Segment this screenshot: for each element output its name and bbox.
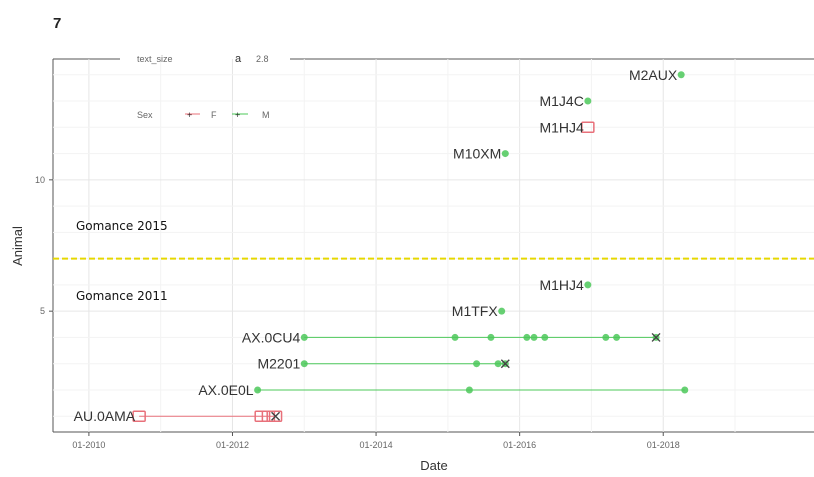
data-point xyxy=(541,333,549,341)
end-marker xyxy=(271,411,281,421)
grid xyxy=(53,59,814,432)
legend-title: Sex xyxy=(137,110,153,120)
animal-track: M2201 xyxy=(257,356,510,372)
legend-marker-f: + xyxy=(187,110,192,120)
data-point xyxy=(268,410,283,422)
annotation-gomance-2015: Gomance 2015 xyxy=(76,219,168,233)
animal-label: M1HJ4 xyxy=(539,119,584,135)
text-size-value: 2.8 xyxy=(256,54,269,64)
legend-label-m: M xyxy=(262,110,270,120)
data-point xyxy=(254,386,262,394)
x-tick-label: 01-2012 xyxy=(216,440,249,450)
animal-label: AX.0CU4 xyxy=(242,329,301,345)
data-point xyxy=(530,333,538,341)
animal-track: M1HJ4 xyxy=(539,277,592,293)
data-point xyxy=(584,281,592,289)
data-point xyxy=(584,97,592,105)
animal-track: M1HJ4 xyxy=(539,119,595,135)
text-size-symbol: a xyxy=(235,53,242,65)
animal-label: M1HJ4 xyxy=(539,277,584,293)
data-point xyxy=(300,360,308,368)
data-point xyxy=(681,386,689,394)
x-tick-label: 01-2014 xyxy=(360,440,393,450)
y-axis-ticks: 5 10 xyxy=(35,175,53,316)
data-point xyxy=(261,410,276,422)
animal-track: M1J4C xyxy=(539,93,592,109)
animal-label: M2201 xyxy=(257,356,300,372)
data-point xyxy=(501,150,509,158)
end-marker xyxy=(500,359,510,369)
data-point xyxy=(677,71,685,79)
annotation-gomance-2011: Gomance 2011 xyxy=(76,289,168,303)
data-point xyxy=(602,333,610,341)
data-point xyxy=(465,386,473,394)
animal-label: AX.0E0L xyxy=(198,382,253,398)
animal-track: AX.0E0L xyxy=(198,382,689,398)
panel-title: 7 xyxy=(53,15,61,32)
x-tick-label: 01-2010 xyxy=(72,440,105,450)
animal-label: M1TFX xyxy=(452,303,499,319)
animal-track: M10XM xyxy=(453,146,509,162)
legend-label-f: F xyxy=(211,110,217,120)
data-point xyxy=(300,333,308,341)
data-point xyxy=(254,410,268,422)
animal-label: AU.0AMA xyxy=(74,408,136,424)
legend: Sex + F + M xyxy=(137,110,270,120)
animal-track: M2AUX xyxy=(629,67,685,83)
data-point xyxy=(487,333,495,341)
animal-label: M2AUX xyxy=(629,67,678,83)
animal-track: AU.0AMA xyxy=(74,408,283,424)
y-tick-label: 5 xyxy=(40,306,45,316)
animal-track: AX.0CU4 xyxy=(242,329,661,345)
data-point xyxy=(451,333,459,341)
x-tick-label: 01-2016 xyxy=(503,440,536,450)
data-point xyxy=(494,360,502,368)
data-point xyxy=(132,410,146,422)
legend-marker-m: + xyxy=(235,110,240,120)
y-tick-label: 10 xyxy=(35,175,45,185)
data-point xyxy=(473,360,481,368)
x-tick-label: 01-2018 xyxy=(647,440,680,450)
end-marker xyxy=(651,332,661,342)
data-point xyxy=(581,121,595,134)
text-size-label: text_size xyxy=(137,54,173,64)
x-axis-title: Date xyxy=(420,458,447,473)
animal-label: M10XM xyxy=(453,146,501,162)
data-point xyxy=(498,307,506,315)
data-point xyxy=(613,333,621,341)
data-point xyxy=(523,333,531,341)
animal-label: M1J4C xyxy=(539,93,583,109)
animal-track: M1TFX xyxy=(452,303,506,319)
y-axis-title: Animal xyxy=(10,226,25,266)
x-axis-ticks: 01-2010 01-2012 01-2014 01-2016 01-2018 xyxy=(72,432,680,450)
